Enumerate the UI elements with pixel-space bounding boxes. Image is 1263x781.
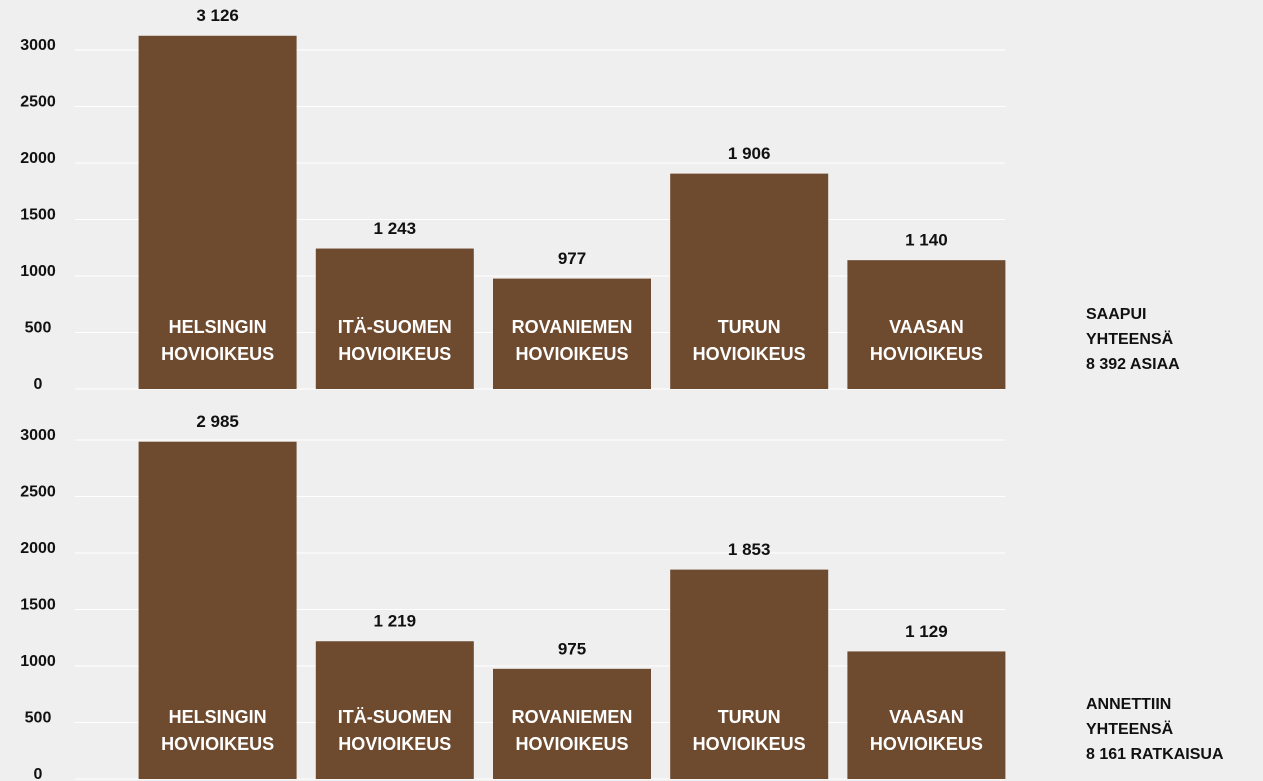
category-label: HOVIOIKEUS — [338, 344, 451, 364]
category-label: TURUN — [718, 317, 781, 337]
annotation: ANNETTIIN — [1086, 696, 1171, 713]
category-label: TURUN — [718, 707, 781, 727]
category-label: ROVANIEMEN — [512, 707, 633, 727]
category-label: HOVIOIKEUS — [161, 734, 274, 754]
bar — [847, 260, 1006, 389]
value-label: 1 140 — [905, 231, 948, 250]
y-tick-label: 1000 — [20, 263, 56, 280]
bar — [670, 569, 829, 779]
value-label: 1 243 — [374, 219, 417, 238]
y-tick-label: 2000 — [20, 150, 56, 167]
annotation: YHTEENSÄ — [1086, 720, 1174, 738]
y-tick-label: 500 — [25, 320, 52, 337]
category-label: HELSINGIN — [169, 707, 267, 727]
value-label: 1 906 — [728, 144, 771, 163]
value-label: 1 129 — [905, 622, 948, 641]
category-label: HOVIOIKEUS — [515, 344, 628, 364]
annotation: 8 161 RATKAISUA — [1086, 746, 1224, 763]
y-tick-label: 3000 — [20, 427, 56, 444]
bar — [670, 173, 829, 389]
y-tick-label: 0 — [34, 766, 43, 781]
value-label: 2 985 — [196, 412, 239, 431]
annotation: 8 392 ASIAA — [1086, 356, 1180, 373]
y-tick-label: 3000 — [20, 37, 56, 54]
bar — [493, 668, 651, 779]
y-tick-label: 500 — [25, 710, 52, 727]
y-tick-label: 2500 — [20, 94, 56, 111]
category-label: ROVANIEMEN — [512, 317, 633, 337]
category-label: VAASAN — [889, 317, 964, 337]
bar — [138, 35, 297, 390]
category-label: HOVIOIKEUS — [515, 734, 628, 754]
category-label: ITÄ-SUOMEN — [338, 707, 452, 727]
bar — [315, 248, 474, 389]
category-label: HOVIOIKEUS — [870, 734, 983, 754]
value-label: 3 126 — [196, 6, 239, 25]
category-label: VAASAN — [889, 707, 964, 727]
category-label: HOVIOIKEUS — [338, 734, 451, 754]
category-label: ITÄ-SUOMEN — [338, 317, 452, 337]
annotation: YHTEENSÄ — [1086, 330, 1174, 348]
category-label: HOVIOIKEUS — [693, 344, 806, 364]
value-label: 1 853 — [728, 540, 771, 559]
bar — [847, 651, 1006, 779]
category-label: HOVIOIKEUS — [161, 344, 274, 364]
y-tick-label: 2500 — [20, 484, 56, 501]
bar — [315, 641, 474, 779]
y-tick-label: 0 — [34, 376, 43, 393]
value-label: 1 219 — [374, 612, 417, 631]
value-label: 975 — [558, 639, 586, 658]
category-label: HELSINGIN — [169, 317, 267, 337]
category-label: HOVIOIKEUS — [870, 344, 983, 364]
annotation: SAAPUI — [1086, 306, 1146, 323]
bar — [138, 441, 297, 779]
y-tick-label: 1000 — [20, 653, 56, 670]
y-tick-label: 1500 — [20, 207, 56, 224]
y-tick-label: 1500 — [20, 597, 56, 614]
value-label: 977 — [558, 249, 586, 268]
category-label: HOVIOIKEUS — [693, 734, 806, 754]
y-tick-label: 2000 — [20, 540, 56, 557]
bar — [493, 278, 651, 389]
